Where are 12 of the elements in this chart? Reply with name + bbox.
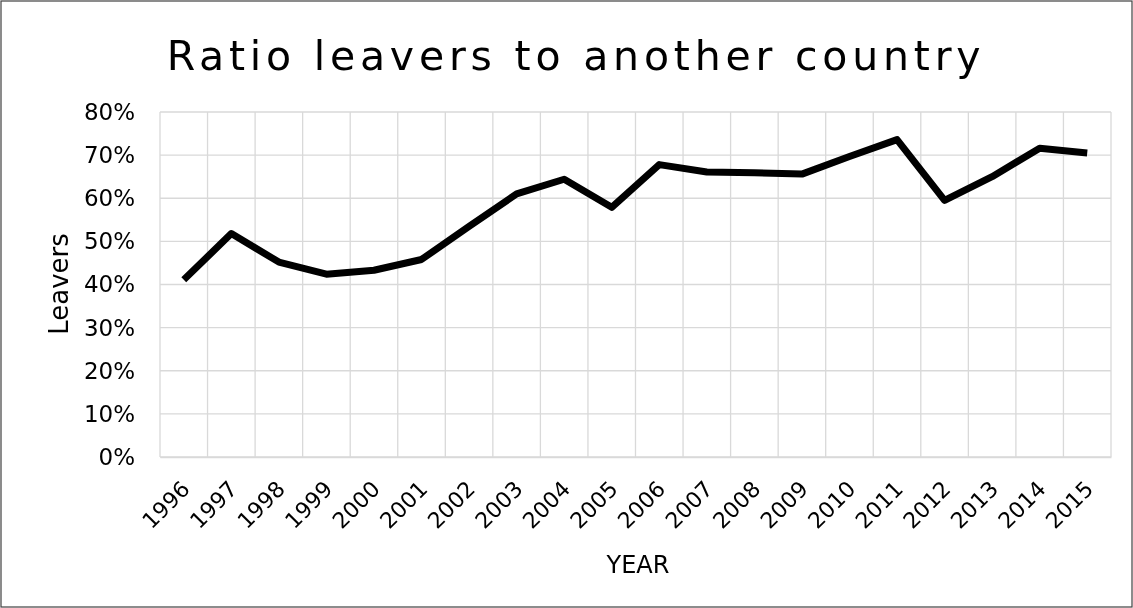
y-tick-label: 70%	[83, 141, 135, 168]
y-tick-label: 80%	[83, 98, 135, 125]
y-tick-label: 40%	[83, 271, 135, 298]
x-axis-title: YEAR	[605, 551, 670, 579]
chart-title: Ratio leavers to another country	[166, 32, 986, 80]
y-tick-label: 20%	[83, 357, 135, 384]
y-tick-label: 0%	[98, 443, 135, 470]
y-tick-label: 10%	[83, 400, 135, 427]
y-axis-title: Leavers	[44, 233, 74, 335]
y-tick-label: 50%	[83, 228, 135, 255]
y-tick-label: 30%	[83, 314, 135, 341]
y-tick-label: 60%	[83, 185, 135, 212]
